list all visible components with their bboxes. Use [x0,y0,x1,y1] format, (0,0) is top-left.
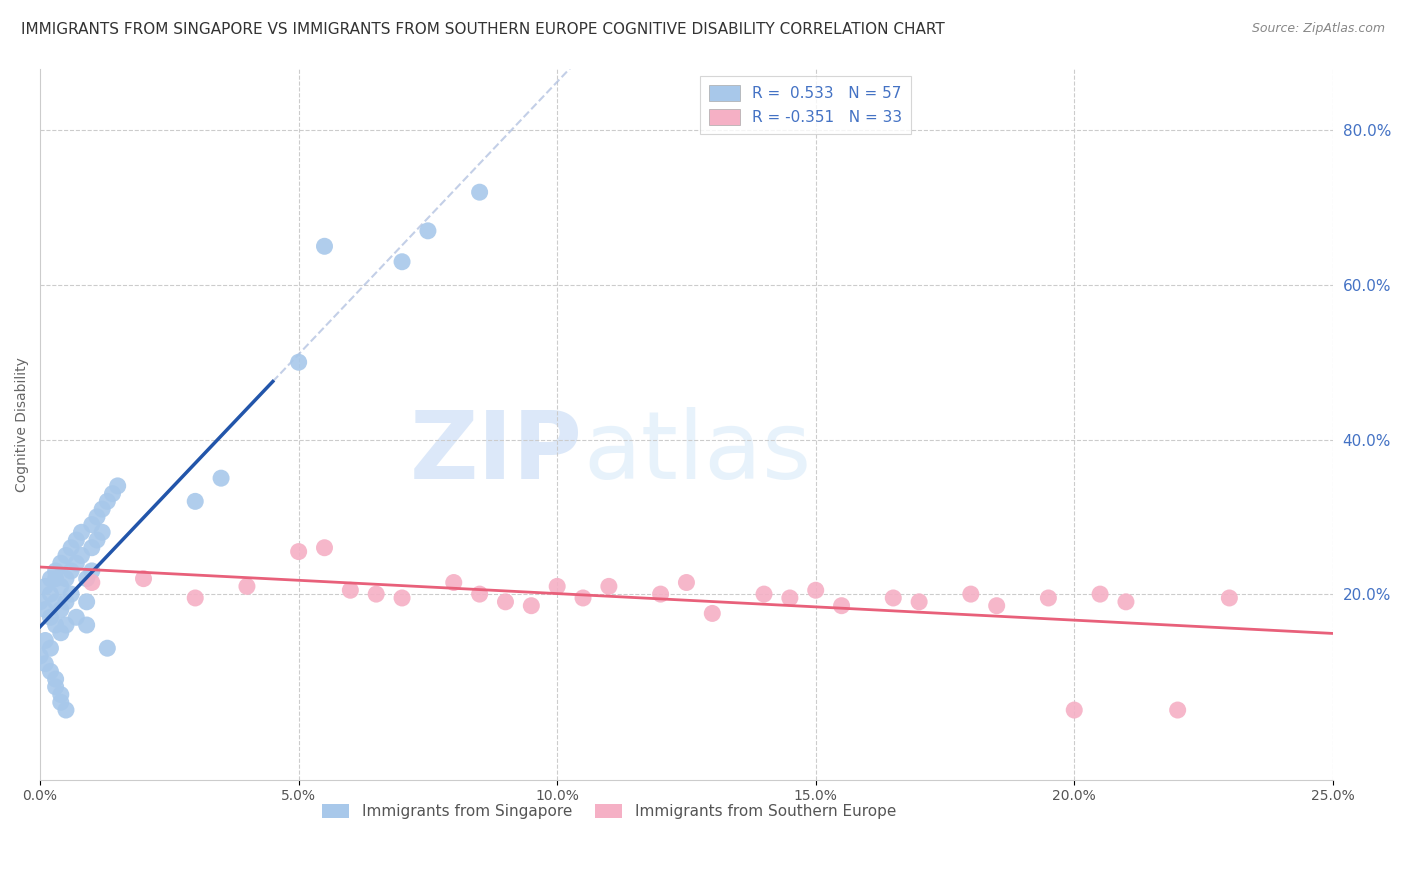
Point [986,599,1008,613]
Point [959,587,981,601]
Point [1063,703,1085,717]
Point [76,595,98,609]
Point [572,591,595,605]
Point [1038,591,1060,605]
Point [45,672,67,686]
Point [314,239,336,253]
Point [65,556,87,570]
Point [908,595,931,609]
Point [80,564,103,578]
Point [80,541,103,555]
Point [86,533,108,547]
Point [236,579,259,593]
Point [107,479,129,493]
Text: atlas: atlas [583,407,811,499]
Text: IMMIGRANTS FROM SINGAPORE VS IMMIGRANTS FROM SOUTHERN EUROPE COGNITIVE DISABILIT: IMMIGRANTS FROM SINGAPORE VS IMMIGRANTS … [21,22,945,37]
Point [34,657,56,671]
Point [60,541,83,555]
Point [101,486,124,500]
Point [96,641,118,656]
Point [34,602,56,616]
Point [96,494,118,508]
Point [39,641,62,656]
Point [49,579,72,593]
Point [339,583,361,598]
Point [416,224,439,238]
Point [45,572,67,586]
Point [443,575,465,590]
Point [209,471,232,485]
Point [1167,703,1189,717]
Point [314,541,336,555]
Point [55,549,77,563]
Point [184,494,207,508]
Point [675,575,697,590]
Point [55,703,77,717]
Point [49,602,72,616]
Point [30,595,52,609]
Point [520,599,543,613]
Point [1218,591,1240,605]
Point [49,625,72,640]
Point [34,633,56,648]
Point [76,572,98,586]
Point [468,587,491,601]
Point [650,587,672,601]
Point [76,618,98,632]
Point [55,595,77,609]
Point [60,564,83,578]
Point [1115,595,1137,609]
Point [287,544,309,558]
Point [804,583,827,598]
Point [391,591,413,605]
Point [39,610,62,624]
Point [49,688,72,702]
Text: ZIP: ZIP [411,407,583,499]
Point [39,572,62,586]
Point [49,695,72,709]
Point [86,509,108,524]
Point [55,572,77,586]
Point [752,587,775,601]
Point [132,572,155,586]
Point [287,355,309,369]
Point [468,185,491,199]
Point [882,591,904,605]
Point [65,533,87,547]
Point [55,618,77,632]
Point [91,502,114,516]
Point [184,591,207,605]
Text: Source: ZipAtlas.com: Source: ZipAtlas.com [1251,22,1385,36]
Point [546,579,568,593]
Point [702,607,724,621]
Point [598,579,620,593]
Point [34,579,56,593]
Point [49,556,72,570]
Point [45,680,67,694]
Y-axis label: Cognitive Disability: Cognitive Disability [15,357,30,491]
Legend: Immigrants from Singapore, Immigrants from Southern Europe: Immigrants from Singapore, Immigrants fr… [316,798,903,825]
Point [70,525,93,540]
Point [30,648,52,663]
Point [45,618,67,632]
Point [45,595,67,609]
Point [831,599,853,613]
Point [60,587,83,601]
Point [39,665,62,679]
Point [91,525,114,540]
Point [65,610,87,624]
Point [495,595,517,609]
Point [391,254,413,268]
Point [45,564,67,578]
Point [1088,587,1111,601]
Point [80,517,103,532]
Point [366,587,388,601]
Point [39,587,62,601]
Point [80,575,103,590]
Point [70,549,93,563]
Point [779,591,801,605]
